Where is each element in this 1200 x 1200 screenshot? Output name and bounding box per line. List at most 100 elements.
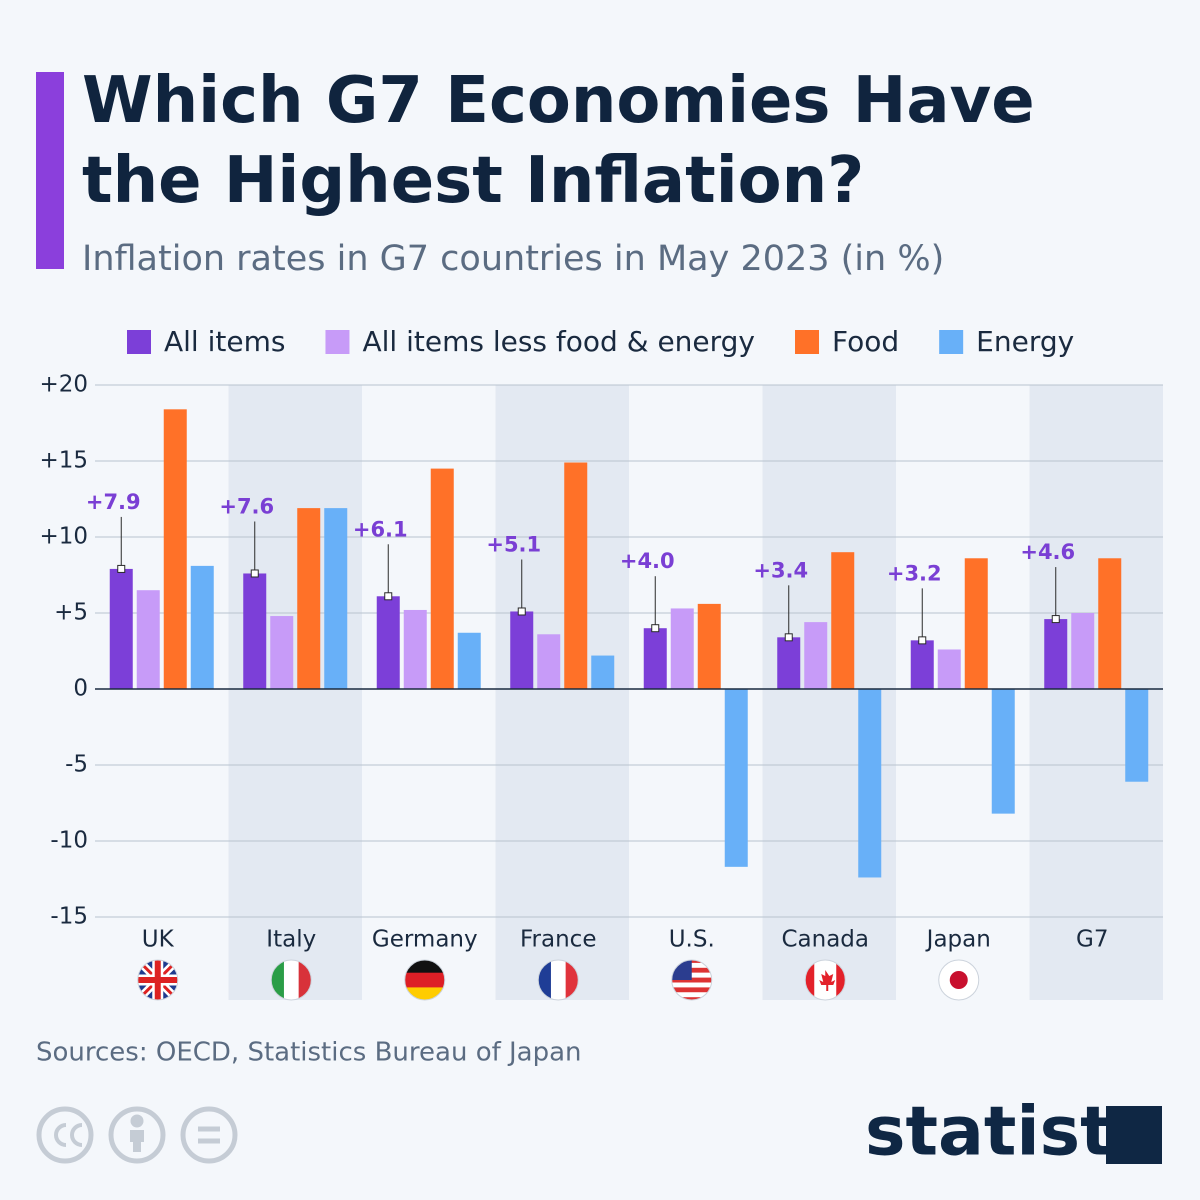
bar bbox=[403, 609, 427, 689]
flag-part bbox=[836, 960, 846, 1000]
bar bbox=[564, 462, 588, 689]
bar bbox=[910, 640, 934, 689]
bar bbox=[537, 634, 561, 689]
bar bbox=[697, 603, 721, 689]
bar bbox=[324, 508, 348, 689]
flag-border bbox=[404, 959, 446, 1001]
bar bbox=[136, 590, 160, 689]
bar bbox=[510, 611, 534, 689]
bar bbox=[724, 689, 748, 867]
flag-border bbox=[671, 959, 713, 1001]
flag-part bbox=[271, 960, 285, 1000]
plot: -15 -10 -5 0 +5 +10 +15 +20 All items All items l… bbox=[39, 325, 1163, 1001]
bar bbox=[109, 568, 133, 689]
bar bbox=[1044, 619, 1068, 689]
y-tick-label: +10 bbox=[39, 524, 88, 550]
x-tick-label: G7 bbox=[1076, 927, 1108, 953]
legend-swatch bbox=[795, 330, 820, 354]
flag bbox=[938, 960, 979, 1000]
flag-part bbox=[671, 992, 712, 998]
y-tick-label: 0 bbox=[73, 676, 88, 702]
y-tick-label: -15 bbox=[50, 904, 88, 930]
legend-label: Energy bbox=[976, 325, 1074, 358]
y-tick-label: -10 bbox=[50, 828, 88, 854]
bar bbox=[190, 565, 214, 689]
flag-border bbox=[137, 959, 179, 1001]
y-tick-label: +5 bbox=[54, 600, 88, 626]
flag bbox=[805, 960, 846, 1000]
x-tick-label: France bbox=[520, 927, 596, 953]
legend-label: Food bbox=[832, 325, 899, 358]
flag-border bbox=[804, 959, 846, 1001]
value-label: +7.9 bbox=[86, 490, 141, 514]
flag-border bbox=[537, 959, 579, 1001]
bar bbox=[858, 689, 882, 878]
legend-label: All items less food & energy bbox=[362, 325, 755, 358]
legend-label: All items bbox=[164, 325, 285, 358]
x-tick-label: Canada bbox=[781, 927, 869, 953]
flag-part bbox=[805, 960, 815, 1000]
y-tick-label: -5 bbox=[65, 752, 88, 778]
bar bbox=[937, 649, 961, 689]
value-marker bbox=[918, 636, 927, 645]
x-tick-label: Japan bbox=[925, 927, 991, 953]
chart-title: Which G7 Economies Have bbox=[82, 64, 1035, 138]
flag-border bbox=[938, 959, 980, 1001]
source: Sources: OECD, Statistics Bureau of Japa… bbox=[36, 1038, 582, 1068]
bar bbox=[804, 622, 828, 689]
flag bbox=[671, 960, 712, 1000]
bar bbox=[643, 628, 667, 689]
value-marker bbox=[1051, 615, 1060, 624]
bar bbox=[376, 596, 400, 689]
bar bbox=[831, 552, 855, 689]
bar bbox=[163, 409, 187, 689]
flag-part bbox=[671, 987, 712, 993]
x-tick-label: UK bbox=[142, 927, 175, 953]
bar bbox=[430, 468, 454, 689]
brand-logo bbox=[1106, 1106, 1162, 1164]
accent-bar bbox=[36, 72, 64, 269]
bar bbox=[591, 655, 615, 689]
flag-part bbox=[671, 997, 712, 1000]
y-tick-label: +20 bbox=[39, 372, 88, 398]
value-marker bbox=[784, 633, 793, 642]
flag-border bbox=[270, 959, 312, 1001]
flag-part bbox=[949, 971, 968, 989]
value-label: +7.6 bbox=[219, 494, 274, 518]
flag-part bbox=[671, 982, 712, 988]
y-tick-label: +15 bbox=[39, 448, 88, 474]
value-label: +5.1 bbox=[486, 532, 541, 556]
value-marker bbox=[517, 607, 526, 616]
chart-subtitle: Inflation rates in G7 countries in May 2… bbox=[82, 239, 944, 279]
bar bbox=[991, 689, 1015, 814]
bar bbox=[1098, 558, 1122, 689]
x-tick-label: Italy bbox=[266, 927, 316, 953]
legend-swatch bbox=[939, 330, 964, 354]
value-marker bbox=[384, 592, 393, 601]
flag-part bbox=[404, 960, 445, 973]
bar bbox=[777, 637, 801, 689]
bar bbox=[297, 508, 321, 689]
value-marker bbox=[651, 624, 660, 633]
flag-part bbox=[283, 960, 299, 1000]
value-label: +4.6 bbox=[1020, 540, 1075, 564]
value-label: +6.1 bbox=[353, 517, 408, 541]
flag-part bbox=[819, 970, 836, 991]
legend-swatch bbox=[127, 330, 151, 354]
legend-swatch bbox=[325, 330, 350, 354]
value-label: +3.4 bbox=[753, 558, 808, 582]
value-label: +4.0 bbox=[620, 549, 675, 573]
bar bbox=[270, 616, 294, 689]
x-tick-label: U.S. bbox=[669, 927, 715, 953]
chart-title: the Highest Inflation? bbox=[82, 144, 864, 218]
bar bbox=[670, 608, 694, 689]
flag-part bbox=[404, 972, 445, 988]
band-shade bbox=[495, 385, 629, 1000]
license-icons bbox=[36, 1106, 238, 1164]
bar bbox=[1125, 689, 1149, 782]
flag-part bbox=[137, 960, 178, 1000]
value-marker bbox=[250, 569, 259, 578]
x-tick-label: Germany bbox=[372, 927, 478, 953]
bar bbox=[964, 558, 988, 689]
